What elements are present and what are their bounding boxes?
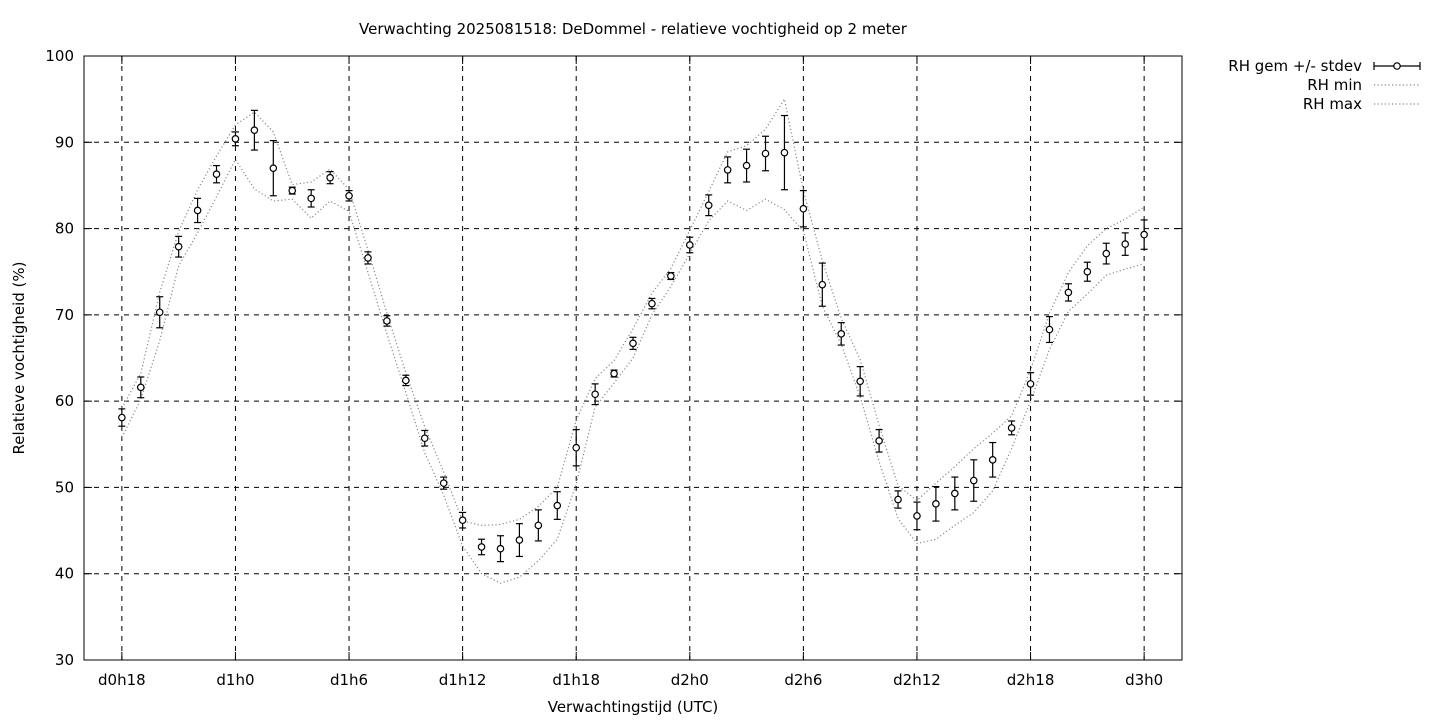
- legend-label: RH max: [1303, 95, 1362, 113]
- data-point: [534, 521, 543, 530]
- data-point: [477, 543, 486, 551]
- data-point: [193, 206, 202, 215]
- x-tick-label: d1h6: [330, 671, 368, 689]
- errorbar-series: [118, 109, 1148, 563]
- series-line-rh-max: [121, 97, 1145, 527]
- data-point: [250, 126, 259, 135]
- plot-frame: [83, 55, 1183, 661]
- y-tick-label: 50: [55, 478, 74, 496]
- data-point: [1140, 230, 1148, 239]
- data-point: [496, 544, 505, 553]
- data-point: [591, 390, 599, 399]
- data-point: [1102, 249, 1111, 258]
- data-point: [629, 339, 637, 348]
- data-point: [326, 173, 334, 182]
- data-point: [932, 500, 940, 508]
- data-point: [458, 516, 467, 525]
- data-point: [269, 164, 278, 172]
- data-point: [553, 501, 562, 510]
- x-tick-label: d3h0: [1125, 671, 1163, 689]
- data-point: [307, 194, 315, 203]
- x-tick-label: d0h18: [98, 671, 146, 689]
- grid-lines: [84, 56, 1182, 660]
- x-tick-label: d1h12: [439, 671, 487, 689]
- data-point: [780, 148, 789, 157]
- data-point: [704, 201, 713, 210]
- x-tick-label: d1h18: [552, 671, 600, 689]
- series-lines: [121, 97, 1145, 584]
- y-tick-label: 40: [55, 565, 74, 583]
- y-tick-label: 60: [55, 392, 74, 410]
- data-point: [761, 149, 770, 158]
- x-tick-label: d2h12: [893, 671, 941, 689]
- data-point: [1026, 380, 1035, 388]
- y-tick-label: 30: [55, 651, 74, 669]
- data-point: [212, 170, 221, 179]
- data-point: [837, 330, 846, 338]
- data-point: [1007, 424, 1016, 432]
- data-point: [951, 489, 959, 498]
- x-axis-ticks: d0h18 d1h0 d1h6 d1h12 d1h18 d2h0 d2h6 d2h12 d2h1…: [98, 56, 1163, 689]
- data-point: [345, 191, 353, 200]
- data-point: [1083, 267, 1092, 276]
- data-point: [875, 437, 883, 445]
- y-tick-label: 90: [55, 133, 74, 151]
- legend-swatch-point: [1393, 62, 1401, 70]
- data-point: [572, 443, 581, 452]
- x-tick-label: d1h0: [216, 671, 254, 689]
- y-axis-label: Relatieve vochtigheid (%): [10, 261, 28, 454]
- data-point: [174, 242, 183, 251]
- data-point: [231, 135, 240, 143]
- data-point: [364, 254, 372, 262]
- y-axis-ticks: 30 40 50 60 70 80 90 100: [45, 47, 1182, 669]
- data-point: [894, 495, 902, 504]
- data-point: [1045, 325, 1054, 334]
- x-tick-label: d2h18: [1007, 671, 1055, 689]
- legend-label: RH gem +/- stdev: [1228, 57, 1362, 75]
- data-point: [969, 476, 978, 485]
- chart-title: Verwachting 2025081518: DeDommel - relat…: [359, 20, 908, 38]
- data-point: [610, 369, 618, 378]
- series-line-rh-min: [121, 158, 1145, 584]
- data-point: [1121, 240, 1130, 248]
- data-point: [742, 161, 751, 170]
- data-point: [420, 434, 429, 443]
- x-tick-label: d2h6: [784, 671, 822, 689]
- y-tick-label: 70: [55, 306, 74, 324]
- data-point: [818, 280, 827, 289]
- data-point: [118, 413, 126, 422]
- legend-label: RH min: [1307, 76, 1362, 94]
- data-point: [856, 377, 864, 386]
- x-axis-label: Verwachtingstijd (UTC): [548, 698, 719, 716]
- data-point: [136, 383, 145, 392]
- data-point: [988, 456, 997, 464]
- data-point: [685, 241, 694, 249]
- data-point: [288, 186, 297, 195]
- data-point: [799, 204, 808, 213]
- data-point: [383, 317, 391, 325]
- y-tick-label: 80: [55, 220, 74, 238]
- x-tick-label: d2h0: [671, 671, 709, 689]
- data-point: [439, 479, 448, 487]
- data-point: [913, 512, 921, 520]
- data-point: [667, 272, 675, 280]
- data-point: [155, 308, 164, 317]
- data-point: [402, 376, 410, 385]
- data-point: [515, 536, 524, 544]
- data-point: [723, 166, 732, 174]
- y-tick-label: 100: [45, 47, 74, 65]
- data-point: [648, 299, 656, 308]
- data-point: [1064, 288, 1073, 297]
